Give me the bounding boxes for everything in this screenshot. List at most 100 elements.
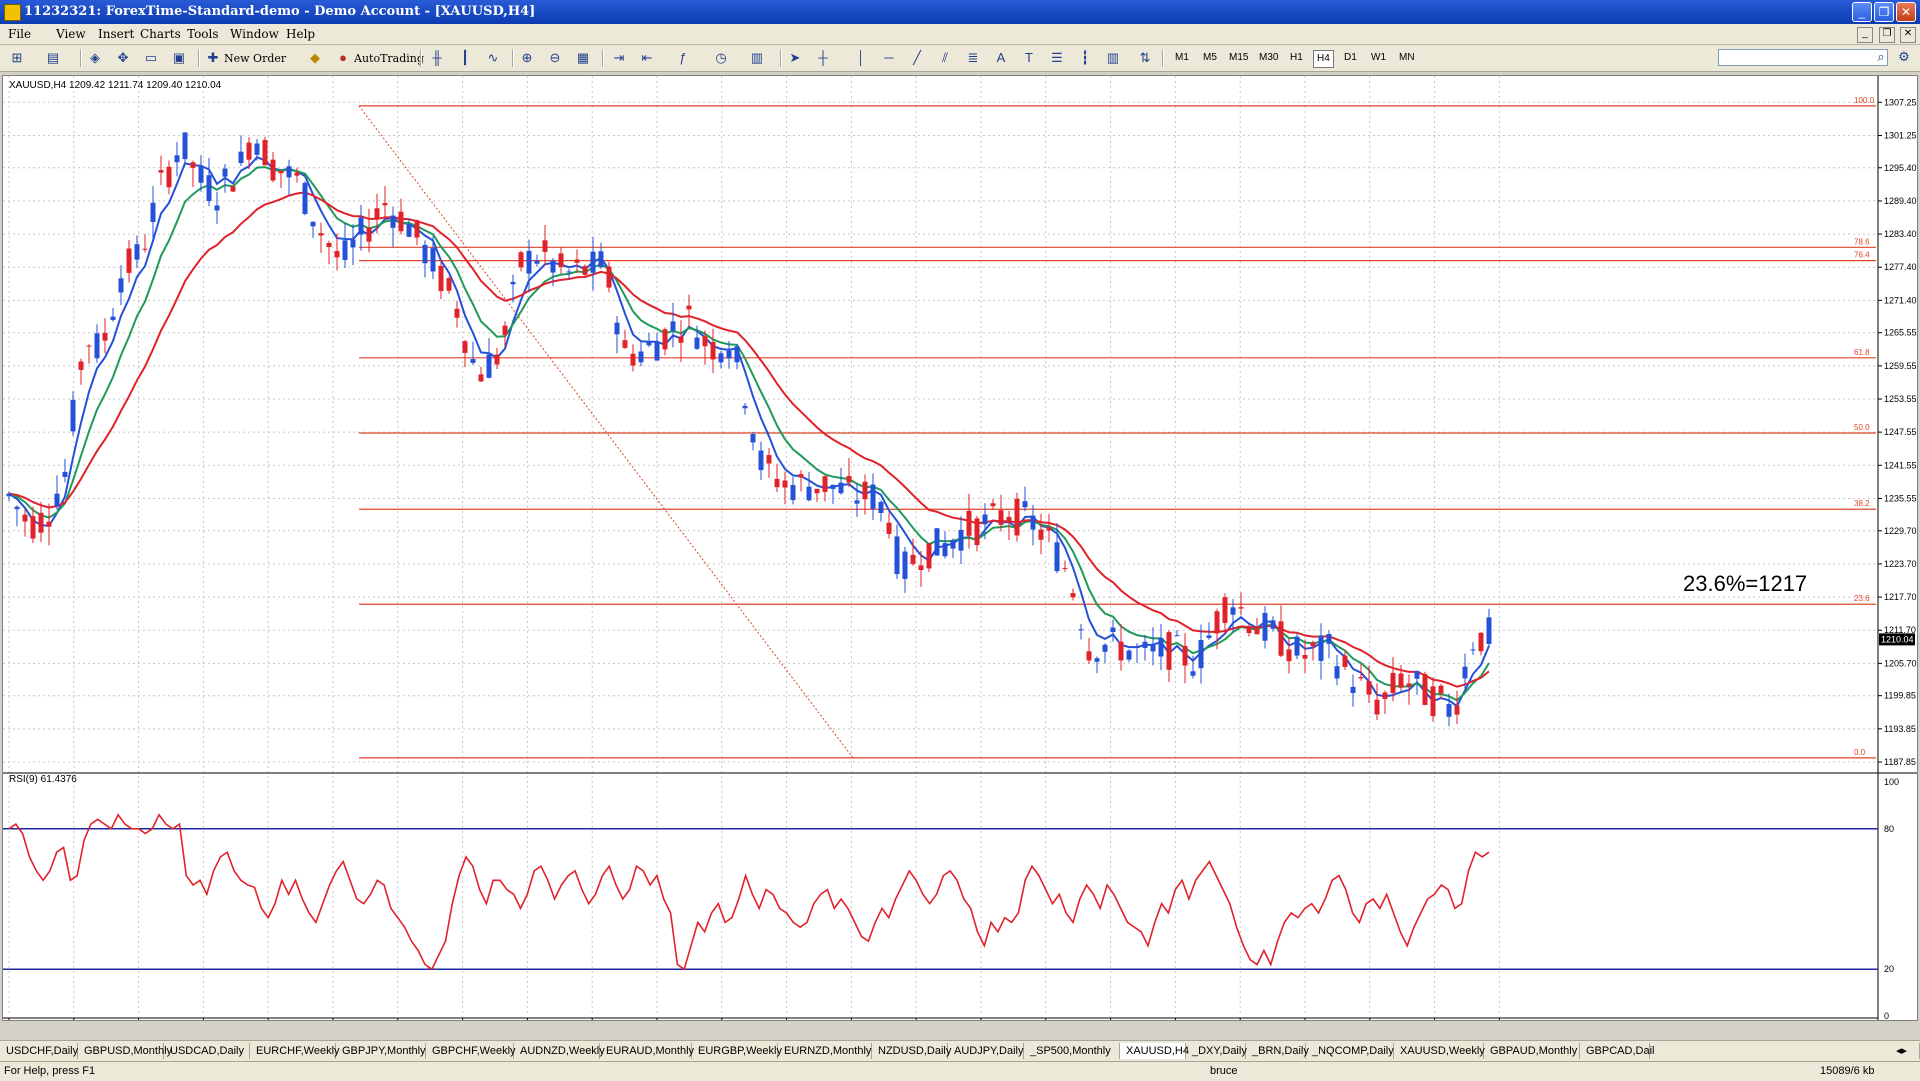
candle-body (158, 170, 164, 173)
candle-body (510, 281, 516, 285)
chart-tab[interactable]: AUDJPY,Daily (948, 1043, 1024, 1059)
chart-tab[interactable]: USDCAD,Daily (164, 1043, 250, 1059)
mdi-restore-button[interactable]: ❐ (1879, 27, 1895, 43)
timeframe-h4[interactable]: H4 (1313, 50, 1334, 68)
ma-slow-line (8, 191, 1490, 688)
profiles-icon[interactable]: ▤ (46, 50, 60, 65)
trendline-icon[interactable]: ╱ (913, 50, 921, 65)
menu-insert[interactable]: Insert (98, 27, 135, 41)
candle-body (390, 215, 396, 228)
mdi-minimize-button[interactable]: _ (1857, 27, 1873, 43)
terminal-icon[interactable]: ▭ (144, 50, 158, 65)
search-input[interactable] (1718, 49, 1888, 66)
minimize-button[interactable]: _ (1852, 2, 1872, 22)
chart-tab[interactable]: _DXY,Daily (1186, 1043, 1247, 1059)
menu-file[interactable]: File (8, 27, 32, 41)
candle-body (1278, 621, 1284, 656)
chart-tab[interactable]: GBPCAD,Dail (1580, 1043, 1654, 1059)
chart-tab[interactable]: _BRN,Daily (1246, 1043, 1309, 1059)
chart-shift-icon[interactable]: ⇤ (641, 50, 653, 65)
candlesticks (6, 132, 1492, 727)
chart-tab[interactable]: XAUUSD,Weekly (1394, 1043, 1485, 1059)
timeframe-m30[interactable]: M30 (1259, 52, 1279, 63)
candle-body (1190, 671, 1196, 676)
maximize-button[interactable]: ❐ (1874, 2, 1894, 22)
menu-window[interactable]: Window (230, 27, 279, 41)
timeframe-m1[interactable]: M1 (1175, 52, 1189, 63)
periods-icon[interactable]: ◷ (715, 50, 727, 65)
timeframe-h1[interactable]: H1 (1290, 52, 1303, 63)
chart-tab[interactable]: GBPUSD,Monthly (78, 1043, 172, 1059)
chart-tab[interactable]: EURGBP,Weekly (692, 1043, 782, 1059)
indicators-icon[interactable]: ƒ (679, 50, 687, 65)
candle-body (566, 271, 572, 273)
chart-tab[interactable]: NZDUSD,Daily (872, 1043, 951, 1059)
chart-tab[interactable]: EURNZD,Monthly (778, 1043, 872, 1059)
cursor-icon[interactable]: ➤ (789, 50, 801, 65)
candle-body (1206, 635, 1212, 638)
bar-chart-icon[interactable]: ╫ (432, 50, 442, 65)
candle-body (1118, 641, 1124, 661)
chart-canvas[interactable]: 100.0 78.6 76.4 61.8 50.0 38.2 23.6 0.0 1307.25… (3, 76, 1917, 1020)
menu-view[interactable]: View (56, 27, 86, 41)
equidistant-channel-icon[interactable]: ⫽ (942, 50, 948, 65)
new-chart-icon[interactable]: ⊞ (11, 50, 23, 65)
tile-windows-icon[interactable]: ▦ (576, 50, 590, 65)
market-watch-icon[interactable]: ◈ (90, 50, 100, 65)
candlestick-icon[interactable]: ┃ (461, 50, 469, 65)
chart-tab[interactable]: _SP500,Monthly (1024, 1043, 1120, 1059)
candle-body (462, 341, 468, 353)
menu-charts[interactable]: Charts (140, 27, 181, 41)
autoscroll-icon[interactable]: ⇥ (613, 50, 625, 65)
tab-scroll-arrows-icon[interactable]: ◂▸ (1890, 1043, 1920, 1059)
chart-tab[interactable]: GBPJPY,Monthly (336, 1043, 426, 1059)
menu-help[interactable]: Help (286, 27, 316, 41)
timeframe-w1[interactable]: W1 (1371, 52, 1386, 63)
mdi-close-button[interactable]: ✕ (1900, 27, 1916, 43)
chart-tab[interactable]: XAUUSD,H4 (1120, 1043, 1189, 1059)
timeframe-mn[interactable]: MN (1399, 52, 1415, 63)
price-tick-label: 1265.55 (1884, 328, 1917, 338)
chart-tab[interactable]: GBPAUD,Monthly (1484, 1043, 1580, 1059)
chart-tab[interactable]: _NQCOMP,Daily (1306, 1043, 1394, 1059)
timeframe-d1[interactable]: D1 (1344, 52, 1357, 63)
autotrading-button[interactable]: AutoTrading (354, 52, 424, 65)
fib-level-label: 38.2 (1854, 499, 1870, 508)
chart-tab[interactable]: EURCHF,Weekly (250, 1043, 340, 1059)
vertical-line-icon[interactable]: │ (856, 50, 866, 65)
templates-icon[interactable]: ▥ (750, 50, 764, 65)
metaeditor-icon[interactable]: ◆ (310, 50, 320, 65)
horizontal-line-icon[interactable]: ─ (884, 50, 894, 65)
chart-tab[interactable]: GBPCHF,Weekly (426, 1043, 516, 1059)
menu-tools[interactable]: Tools (187, 27, 219, 41)
chart-tab[interactable]: EURAUD,Monthly (600, 1043, 694, 1059)
fibo-fan-icon[interactable]: ☰ (1051, 50, 1063, 65)
close-button[interactable]: ✕ (1896, 2, 1916, 22)
arrows-icon[interactable]: ⇅ (1139, 50, 1151, 65)
new-order-icon[interactable]: ✚ (207, 50, 219, 65)
zoom-out-icon[interactable]: ⊖ (549, 50, 561, 65)
zoom-in-icon[interactable]: ⊕ (521, 50, 533, 65)
period-separators-icon[interactable]: ┇ (1081, 50, 1089, 65)
autotrading-icon[interactable]: ● (339, 50, 347, 65)
tester-icon[interactable]: ▣ (172, 50, 186, 65)
new-order-button[interactable]: New Order (224, 52, 287, 65)
timeframe-m5[interactable]: M5 (1203, 52, 1217, 63)
candle-body (1110, 627, 1116, 632)
text-label-icon[interactable]: T (1025, 50, 1033, 65)
search-icon[interactable]: ⌕ (1877, 49, 1885, 64)
candle-body (278, 170, 284, 174)
settings-icon[interactable]: ⚙ (1898, 49, 1910, 64)
text-icon[interactable]: A (996, 50, 1006, 65)
line-chart-icon[interactable]: ∿ (487, 50, 499, 65)
chart-tab[interactable]: AUDNZD,Weekly (514, 1043, 605, 1059)
chart-tab[interactable]: USDCHF,Daily (0, 1043, 78, 1059)
candle-body (1462, 666, 1468, 679)
chart-window[interactable]: 100.0 78.6 76.4 61.8 50.0 38.2 23.6 0.0 1307.25… (2, 75, 1918, 1021)
timeframe-m15[interactable]: M15 (1229, 52, 1249, 63)
candle-body (1222, 597, 1228, 623)
fibonacci-icon[interactable]: ≣ (967, 50, 979, 65)
navigator-icon[interactable]: ✥ (117, 50, 129, 65)
grid-icon[interactable]: ▥ (1106, 50, 1120, 65)
crosshair-icon[interactable]: ┼ (818, 50, 828, 65)
